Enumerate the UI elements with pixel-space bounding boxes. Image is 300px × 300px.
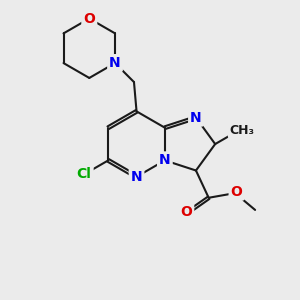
Text: O: O <box>180 206 192 219</box>
Text: O: O <box>231 184 242 199</box>
Text: CH₃: CH₃ <box>230 124 255 137</box>
Text: N: N <box>109 56 121 70</box>
Text: O: O <box>83 11 95 26</box>
Text: N: N <box>159 153 171 167</box>
Text: Cl: Cl <box>77 167 92 181</box>
Text: N: N <box>190 111 202 124</box>
Text: N: N <box>131 170 142 184</box>
